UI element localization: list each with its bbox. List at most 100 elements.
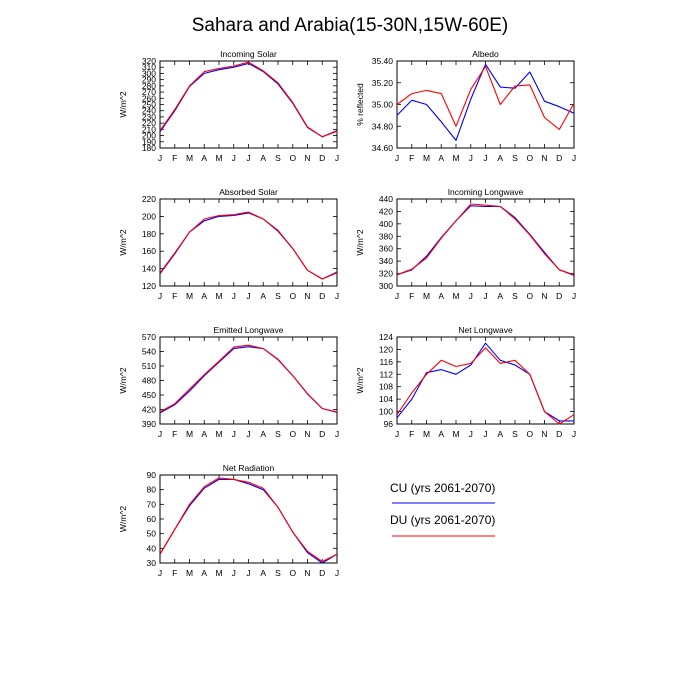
- panel-title-absorbed-solar: Absorbed Solar: [219, 187, 278, 197]
- x-tick-label-incoming-longwave: D: [556, 291, 562, 301]
- x-tick-label-net-longwave: A: [497, 429, 503, 439]
- x-tick-label-absorbed-solar: D: [319, 291, 325, 301]
- x-tick-label-net-longwave: M: [423, 429, 430, 439]
- x-tick-label-net-radiation: J: [246, 568, 250, 578]
- y-tick-label-incoming-solar: 270: [142, 87, 156, 97]
- y-tick-label-emitted-longwave: 420: [142, 405, 156, 415]
- series-line-du-albedo: [396, 65, 575, 131]
- x-tick-label-net-radiation: A: [201, 568, 207, 578]
- y-tick-label-incoming-longwave: 320: [379, 269, 393, 279]
- x-tick-label-albedo: D: [556, 153, 562, 163]
- x-tick-label-net-radiation: F: [172, 568, 177, 578]
- x-tick-label-net-radiation: N: [304, 568, 310, 578]
- series-line-du-incoming-solar: [159, 61, 338, 138]
- x-tick-label-absorbed-solar: J: [158, 291, 162, 301]
- x-tick-label-emitted-longwave: D: [319, 429, 325, 439]
- x-tick-label-incoming-longwave: S: [512, 291, 518, 301]
- x-tick-label-incoming-solar: J: [335, 153, 339, 163]
- x-tick-label-absorbed-solar: S: [275, 291, 281, 301]
- x-tick-label-net-radiation: S: [275, 568, 281, 578]
- x-tick-label-net-longwave: S: [512, 429, 518, 439]
- y-tick-label-incoming-solar: 200: [142, 131, 156, 141]
- panel-incoming-solar: Incoming Solar 18019020021022023024025026…: [118, 49, 339, 163]
- panel-title-incoming-solar: Incoming Solar: [220, 49, 277, 59]
- x-tick-label-incoming-solar: N: [304, 153, 310, 163]
- x-tick-label-net-longwave: F: [409, 429, 414, 439]
- panel-incoming-longwave: Incoming Longwave 300 320 340 360 380 400 420 44…: [355, 187, 576, 301]
- series-line-du-absorbed-solar: [159, 211, 338, 280]
- x-tick-label-net-longwave: J: [395, 429, 399, 439]
- panel-title-net-longwave: Net Longwave: [458, 325, 513, 335]
- series-line-cu-albedo: [396, 63, 575, 141]
- x-tick-label-absorbed-solar: O: [289, 291, 296, 301]
- figure-title: Sahara and Arabia(15-30N,15W-60E): [192, 15, 509, 36]
- x-tick-label-incoming-solar: J: [232, 153, 236, 163]
- y-tick-label-net-radiation: 30: [147, 558, 157, 568]
- x-tick-label-net-longwave: M: [452, 429, 459, 439]
- y-tick-label-emitted-longwave: 510: [142, 361, 156, 371]
- x-tick-label-incoming-solar: F: [172, 153, 177, 163]
- y-tick-label-incoming-solar: 310: [142, 62, 156, 72]
- x-tick-label-net-radiation: O: [289, 568, 296, 578]
- x-tick-label-incoming-longwave: N: [541, 291, 547, 301]
- y-tick-label-incoming-longwave: 340: [379, 256, 393, 266]
- x-tick-label-incoming-solar: S: [275, 153, 281, 163]
- y-tick-label-net-longwave: 108: [379, 382, 393, 392]
- x-tick-label-emitted-longwave: F: [172, 429, 177, 439]
- x-tick-label-incoming-solar: O: [289, 153, 296, 163]
- x-tick-label-incoming-longwave: J: [483, 291, 487, 301]
- x-tick-label-incoming-longwave: A: [497, 291, 503, 301]
- x-tick-label-incoming-longwave: M: [423, 291, 430, 301]
- x-tick-label-emitted-longwave: A: [260, 429, 266, 439]
- x-tick-label-net-radiation: M: [215, 568, 222, 578]
- x-tick-label-emitted-longwave: J: [232, 429, 236, 439]
- x-tick-label-emitted-longwave: M: [215, 429, 222, 439]
- y-tick-label-incoming-longwave: 380: [379, 231, 393, 241]
- y-tick-label-incoming-longwave: 440: [379, 194, 393, 204]
- x-tick-label-net-longwave: J: [469, 429, 473, 439]
- y-tick-label-emitted-longwave: 570: [142, 332, 156, 342]
- x-tick-label-albedo: J: [483, 153, 487, 163]
- y-tick-label-albedo: 35.40: [372, 56, 394, 66]
- y-tick-label-incoming-solar: 240: [142, 106, 156, 116]
- y-tick-label-incoming-longwave: 420: [379, 206, 393, 216]
- y-tick-label-incoming-longwave: 300: [379, 281, 393, 291]
- y-tick-label-incoming-solar: 260: [142, 93, 156, 103]
- x-tick-label-net-radiation: J: [158, 568, 162, 578]
- x-tick-label-albedo: J: [395, 153, 399, 163]
- x-tick-label-incoming-solar: A: [260, 153, 266, 163]
- x-tick-label-net-radiation: J: [232, 568, 236, 578]
- x-tick-label-albedo: A: [438, 153, 444, 163]
- y-tick-label-net-longwave: 124: [379, 332, 393, 342]
- x-tick-label-absorbed-solar: A: [201, 291, 207, 301]
- x-tick-label-emitted-longwave: O: [289, 429, 296, 439]
- x-tick-label-albedo: N: [541, 153, 547, 163]
- y-tick-label-net-radiation: 60: [147, 514, 157, 524]
- y-tick-label-net-radiation: 90: [147, 470, 157, 480]
- y-tick-label-albedo: 35.00: [372, 100, 394, 110]
- y-tick-label-emitted-longwave: 390: [142, 419, 156, 429]
- series-line-du-net-radiation: [159, 477, 338, 563]
- x-tick-label-incoming-solar: M: [215, 153, 222, 163]
- y-tick-label-albedo: 34.80: [372, 121, 394, 131]
- x-tick-label-net-longwave: A: [438, 429, 444, 439]
- y-axis-label-absorbed-solar: W/m^2: [118, 229, 128, 255]
- x-tick-label-absorbed-solar: F: [172, 291, 177, 301]
- y-tick-label-net-longwave: 120: [379, 344, 393, 354]
- y-tick-label-incoming-solar: 320: [142, 56, 156, 66]
- y-tick-label-net-radiation: 40: [147, 543, 157, 553]
- y-axis-label-net-longwave: W/m^2: [355, 367, 365, 393]
- series-line-cu-incoming-longwave: [396, 205, 575, 276]
- x-tick-label-albedo: S: [512, 153, 518, 163]
- x-tick-label-emitted-longwave: A: [201, 429, 207, 439]
- x-tick-label-absorbed-solar: M: [215, 291, 222, 301]
- y-axis-label-albedo: % reflected: [355, 83, 365, 126]
- y-tick-label-absorbed-solar: 200: [142, 211, 156, 221]
- x-tick-label-net-longwave: J: [572, 429, 576, 439]
- x-tick-label-emitted-longwave: J: [158, 429, 162, 439]
- panel-title-incoming-longwave: Incoming Longwave: [448, 187, 524, 197]
